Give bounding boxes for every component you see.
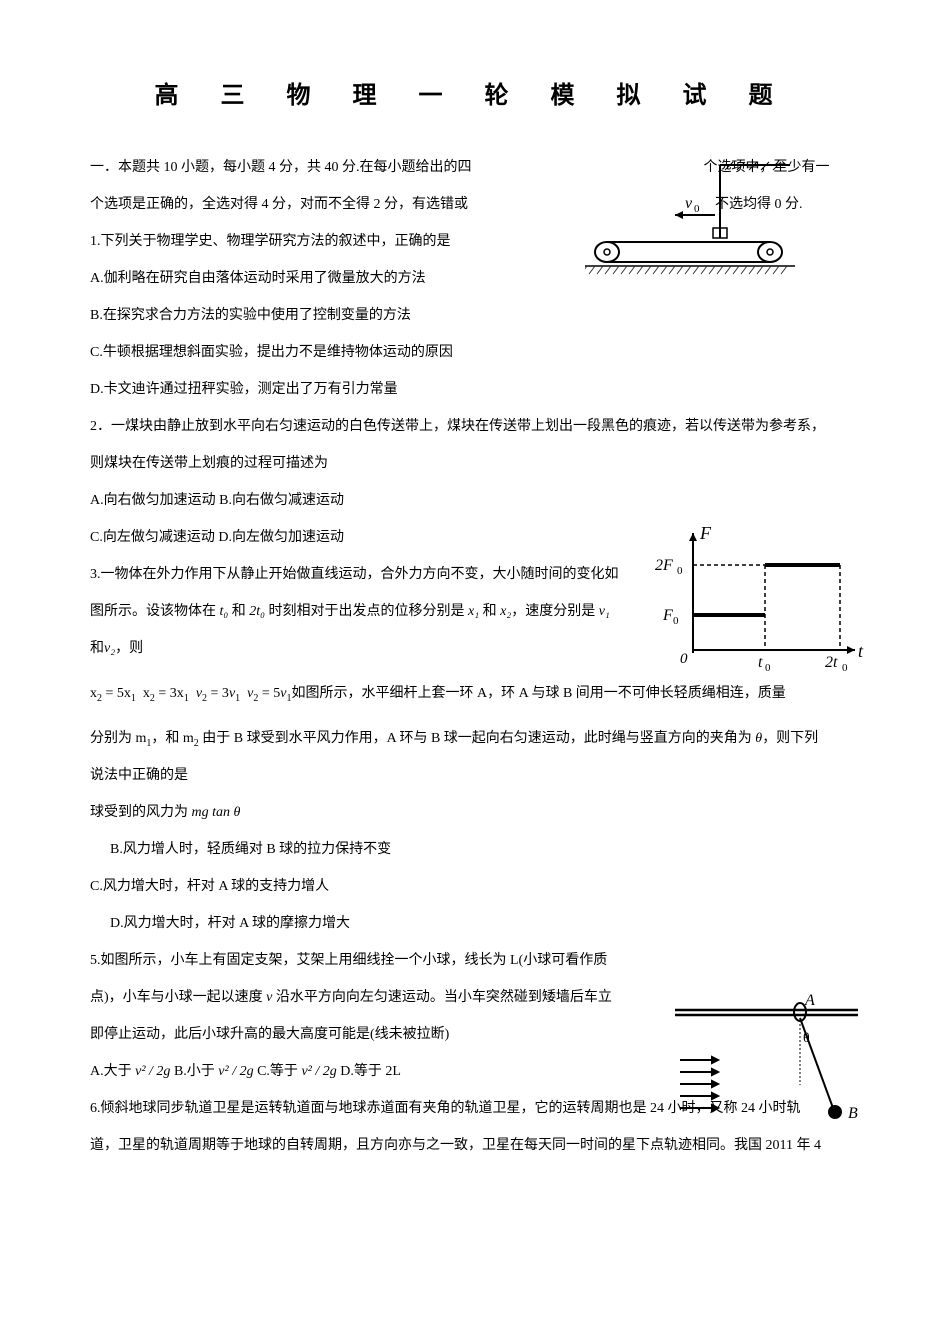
svg-text:t: t	[858, 641, 864, 661]
svg-text:v: v	[685, 195, 693, 212]
q5-stem-1: 5.如图所示，小车上有固定支架，艾架上用细线拴一个小球，线长为 L(小球可看作质	[90, 943, 855, 978]
q4-option-d: D.风力增大时，杆对 A 球的摩擦力增大	[90, 906, 855, 941]
q2-stem-1: 2．一煤块由静止放到水平向右匀速运动的白色传送带上，煤块在传送带上划出一段黑色的…	[90, 409, 855, 444]
svg-text:0: 0	[677, 565, 683, 577]
q3-formula-and-q4: x2 = 5x1 x2 = 3x1 v2 = 3v1 v2 = 5v1如图所示，…	[90, 676, 855, 711]
svg-text:0: 0	[680, 651, 688, 667]
svg-text:t: t	[758, 654, 763, 671]
svg-text:0: 0	[673, 615, 679, 627]
svg-text:F: F	[699, 525, 712, 543]
svg-text:0: 0	[694, 203, 700, 215]
q1-option-d: D.卡文迪许通过扭秤实验，测定出了万有引力常量	[90, 372, 855, 407]
exam-body: v 0	[90, 150, 855, 1163]
instructions-2a: 个选项是正确的，全选对得 4 分，对而不全得 2 分，有选错或	[90, 197, 468, 212]
q4-option-a: 球受到的风力为 mg tan θ	[90, 795, 855, 830]
svg-text:θ: θ	[803, 1031, 810, 1046]
q2-stem-2: 则煤块在传送带上划痕的过程可描述为	[90, 446, 855, 481]
svg-text:F: F	[662, 607, 673, 624]
figure-3: A θ B	[670, 990, 865, 1140]
q1-option-c: C.牛顿根据理想斜面实验，提出力不是维持物体运动的原因	[90, 335, 855, 370]
svg-text:2F: 2F	[655, 557, 673, 574]
q4-option-b: B.风力增人时，轻质绳对 B 球的拉力保持不变	[90, 832, 855, 867]
q4-stem-2: 分别为 m1，和 m2 由于 B 球受到水平风力作用，A 环与 B 球一起向右匀…	[90, 721, 855, 756]
svg-text:0: 0	[765, 662, 771, 674]
svg-text:2t: 2t	[825, 654, 838, 671]
figure-1: v 0	[585, 160, 805, 285]
instructions-1a: 一．本题共 10 小题，每小题 4 分，共 40 分.在每小题给出的四	[90, 160, 472, 175]
svg-text:A: A	[804, 992, 815, 1009]
q1-option-b: B.在探究求合力方法的实验中使用了控制变量的方法	[90, 298, 855, 333]
q4-stem-3: 说法中正确的是	[90, 758, 855, 793]
svg-text:0: 0	[842, 662, 848, 674]
exam-title: 高 三 物 理 一 轮 模 拟 试 题	[90, 75, 855, 110]
figure-2: F t 0 F 0 2F 0 t 0 2t 0	[655, 525, 870, 680]
svg-text:B: B	[848, 1105, 858, 1122]
q4-option-c: C.风力增大时，杆对 A 球的支持力增人	[90, 869, 855, 904]
q2-option-ab: A.向右做匀加速运动 B.向右做匀减速运动	[90, 483, 855, 518]
